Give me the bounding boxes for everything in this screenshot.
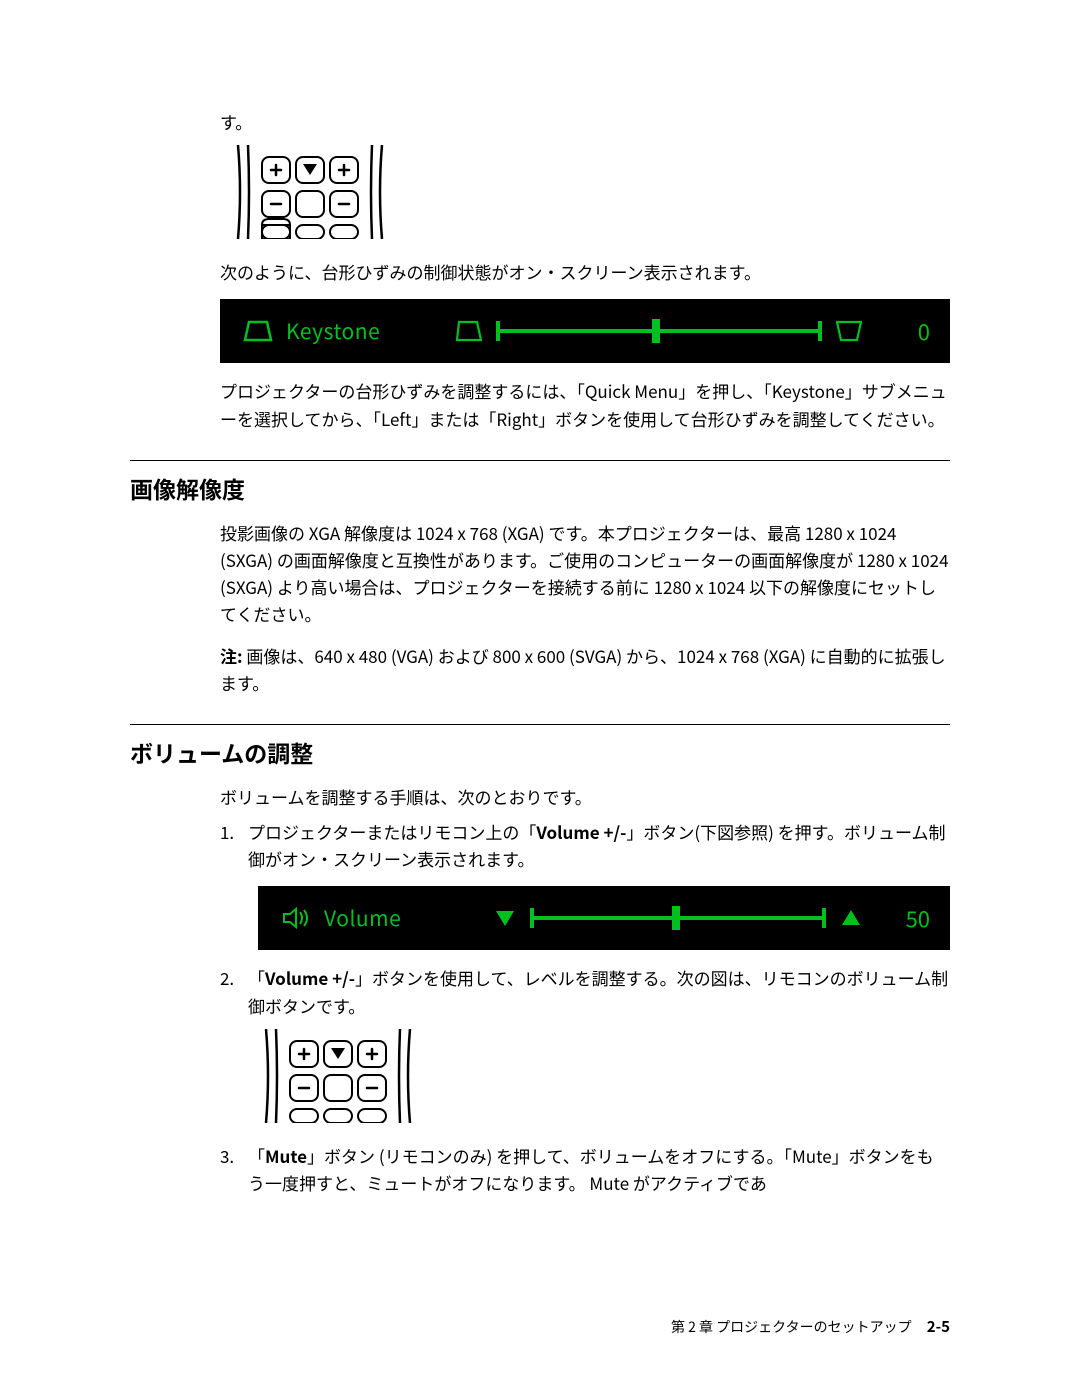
keystone-osd-label: Keystone [286, 316, 456, 346]
note-label: 注: [220, 643, 243, 668]
volume-step3-post: 」ボタン (リモコンのみ) を押して、ボリュームをオフにする。「Mute」ボタン… [248, 1143, 934, 1195]
volume-step3-pre: 「 [248, 1143, 265, 1168]
volume-osd-value: 50 [880, 902, 930, 934]
volume-step1-pre: プロジェクターまたはリモコン上の「 [248, 819, 536, 844]
volume-osd-label: Volume [324, 903, 494, 933]
volume-up-icon [840, 908, 862, 928]
volume-step-2: 2. 「Volume +/-」ボタンを使用して、レベルを調整する。次の図は、リモ… [220, 964, 950, 1018]
document-page: す。 [0, 0, 1080, 1264]
page-footer: 第 2 章 プロジェクターのセットアップ 2-5 [671, 1316, 950, 1337]
list-number: 3. [220, 1142, 248, 1196]
volume-intro: ボリュームを調整する手順は、次のとおりです。 [220, 783, 950, 810]
remote-illustration-volume [258, 1029, 950, 1128]
volume-step2-pre: 「 [248, 965, 265, 990]
list-number: 2. [220, 964, 248, 1018]
volume-step3-bold: Mute [265, 1143, 307, 1168]
speaker-icon [278, 907, 314, 929]
keystone-paragraph: プロジェクターの台形ひずみを調整するには、「Quick Menu」を押し、「Ke… [220, 377, 950, 431]
intro-fragment: す。 [220, 108, 950, 135]
remote-illustration-keystone [230, 145, 950, 244]
list-number: 1. [220, 818, 248, 872]
volume-down-icon [494, 908, 516, 928]
keystone-osd-value: 0 [880, 315, 930, 347]
keystone-osd: Keystone 0 [220, 299, 950, 363]
volume-step-1: 1. プロジェクターまたはリモコン上の「Volume +/-」ボタン(下図参照)… [220, 818, 950, 872]
volume-slider [530, 916, 826, 920]
keystone-icon [240, 319, 276, 343]
resolution-paragraph: 投影画像の XGA 解像度は 1024 x 768 (XGA) です。本プロジェ… [220, 519, 950, 628]
resolution-note: 注: 画像は、640 x 480 (VGA) および 800 x 600 (SV… [220, 642, 950, 696]
note-text: 画像は、640 x 480 (VGA) および 800 x 600 (SVGA)… [220, 643, 946, 695]
keystone-right-icon [836, 320, 862, 342]
volume-step1-bold: Volume +/- [536, 819, 626, 844]
footer-page-number: 2-5 [927, 1316, 950, 1337]
heading-resolution: 画像解像度 [130, 460, 950, 505]
keystone-slider [496, 329, 822, 333]
heading-volume: ボリュームの調整 [130, 724, 950, 769]
volume-step2-bold: Volume +/- [265, 965, 355, 990]
keystone-intro-text: 次のように、台形ひずみの制御状態がオン・スクリーン表示されます。 [220, 258, 950, 285]
volume-osd: Volume 50 [258, 886, 950, 950]
volume-step-3: 3. 「Mute」ボタン (リモコンのみ) を押して、ボリュームをオフにする。「… [220, 1142, 950, 1196]
keystone-left-icon [456, 320, 482, 342]
footer-chapter: 第 2 章 プロジェクターのセットアップ [671, 1317, 912, 1337]
